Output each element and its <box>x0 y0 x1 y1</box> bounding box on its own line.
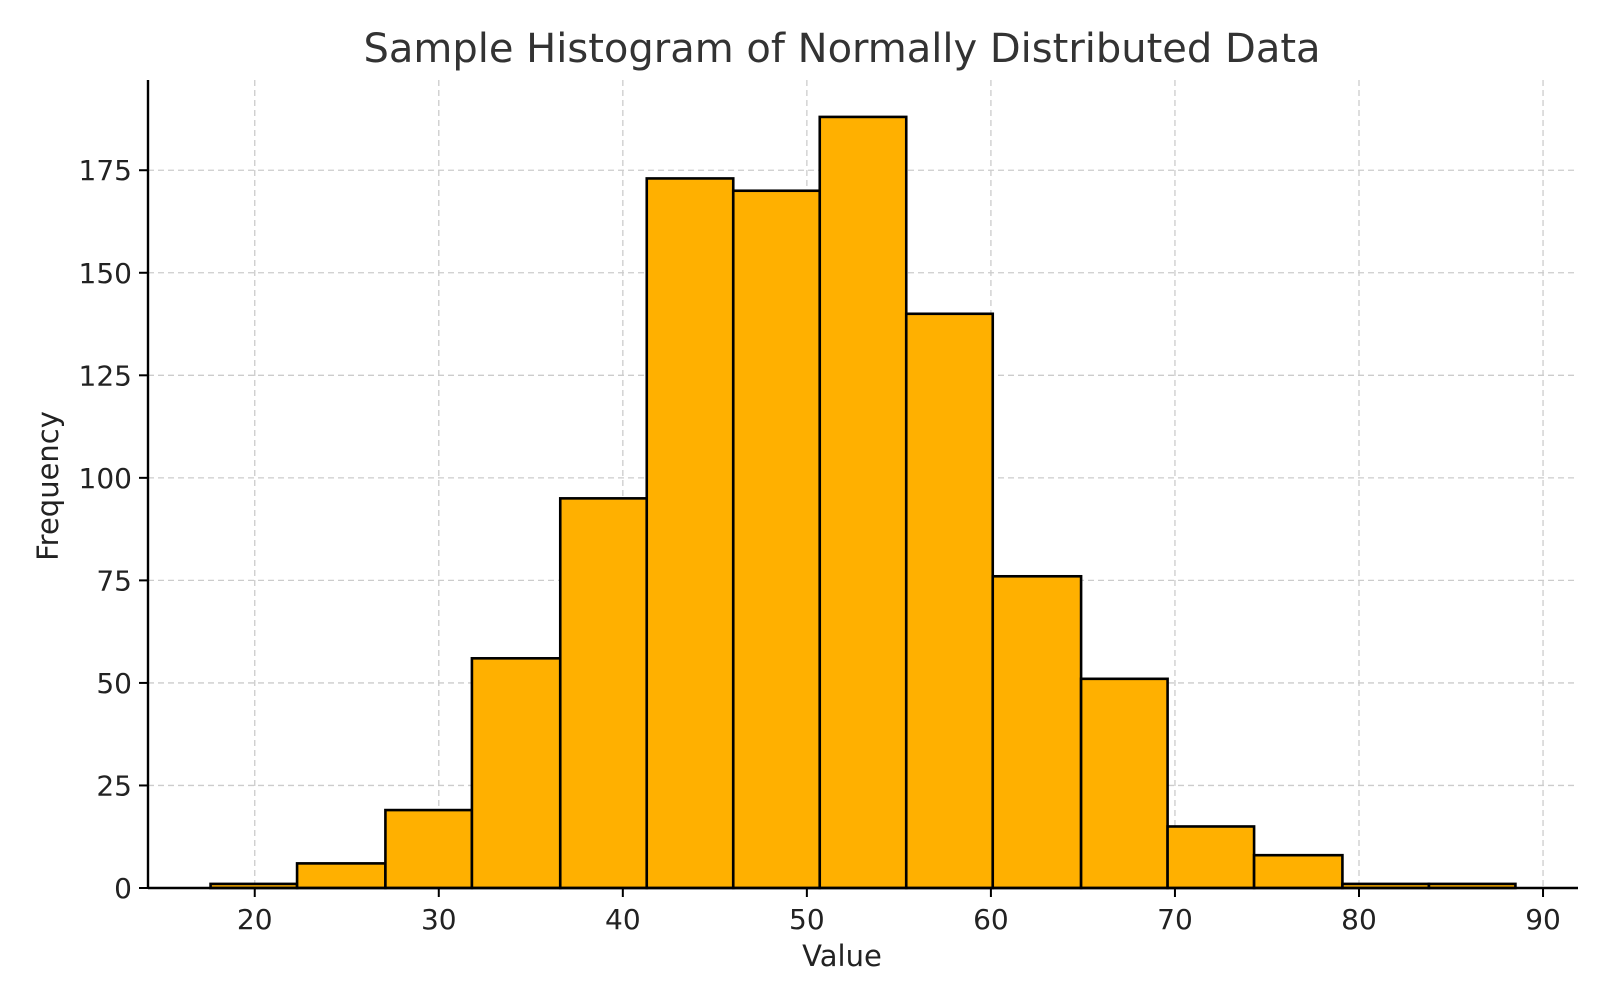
y-tick-label: 25 <box>96 769 132 802</box>
x-axis-ticks: 20 30 40 50 60 70 80 90 <box>237 888 1561 936</box>
histogram-bar <box>645 177 735 890</box>
histogram-bars <box>209 115 1517 890</box>
y-tick-label: 125 <box>79 359 132 392</box>
x-tick-label: 60 <box>973 903 1009 936</box>
histogram-bar <box>818 115 908 890</box>
histogram-bar <box>731 189 822 890</box>
x-tick-label: 50 <box>789 903 825 936</box>
x-tick-label: 20 <box>237 903 273 936</box>
y-tick-label: 0 <box>114 872 132 905</box>
histogram-bar <box>1079 677 1169 890</box>
x-tick-label: 70 <box>1157 903 1193 936</box>
histogram-bar <box>1252 853 1344 890</box>
y-tick-label: 50 <box>96 667 132 700</box>
y-tick-label: 75 <box>96 564 132 597</box>
histogram-bar <box>295 862 387 890</box>
histogram-bar <box>558 497 649 890</box>
histogram-bar <box>991 574 1083 890</box>
histogram-bar <box>470 657 562 890</box>
x-tick-label: 30 <box>421 903 457 936</box>
y-tick-label: 175 <box>79 154 132 187</box>
axes <box>146 80 1578 890</box>
x-tick-label: 40 <box>605 903 641 936</box>
x-axis-label: Value <box>802 939 882 973</box>
x-tick-label: 80 <box>1341 903 1377 936</box>
y-axis-ticks: 0 25 50 75 100 125 150 175 <box>79 154 148 905</box>
chart-title: Sample Histogram of Normally Distributed… <box>363 26 1320 72</box>
y-tick-label: 100 <box>79 462 132 495</box>
y-tick-label: 150 <box>79 257 132 290</box>
histogram-bar <box>1166 825 1256 890</box>
y-axis-label: Frequency <box>31 411 65 561</box>
histogram-bar <box>384 808 474 890</box>
histogram-bar <box>904 312 995 890</box>
x-tick-label: 90 <box>1525 903 1561 936</box>
